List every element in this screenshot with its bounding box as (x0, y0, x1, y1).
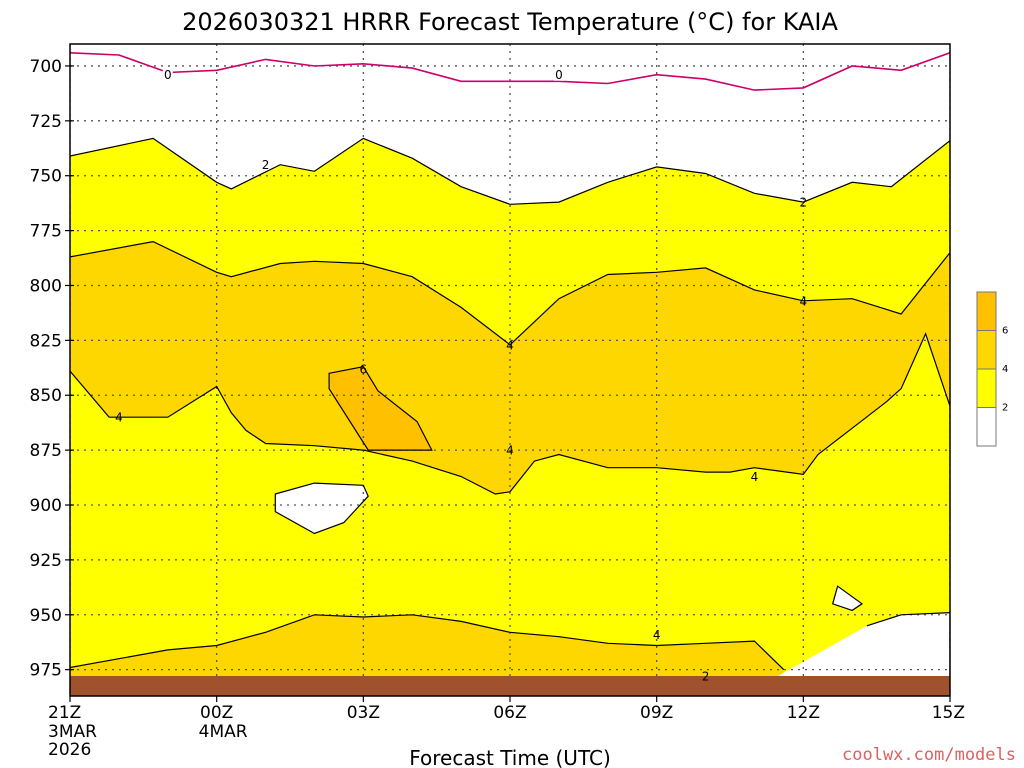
isotherm-white_hole_935 (831, 585, 864, 612)
isotherm-iso4_lower (70, 332, 950, 495)
legend-label: 6 (1002, 326, 1008, 337)
isotherm-iso2_lower_4band (70, 614, 785, 671)
x-tick-label: 06Z (493, 703, 526, 723)
contour-label: 4 (751, 470, 759, 484)
isotherm-iso6_closed (328, 366, 433, 451)
plot-area: 0 0 2 2 4 4 4 4 4 4 6 2 (70, 44, 950, 696)
x-axis-label: Forecast Time (UTC) (409, 746, 611, 768)
contour-label: 2 (702, 670, 710, 684)
x-tick-label: 03Z (347, 703, 380, 723)
contour-label: 6 (360, 362, 368, 376)
contour-label-bg (553, 67, 564, 81)
fill-6-8c-pocket (329, 366, 432, 451)
isotherm-white_hole_900 (274, 482, 369, 535)
contour-label: 4 (653, 628, 661, 642)
legend-swatch (976, 291, 997, 331)
y-tick-label: 850 (30, 386, 62, 406)
isotherm-iso4_upper (70, 240, 950, 346)
y-tick-label: 825 (30, 331, 62, 351)
x-tick-label: 00Z (200, 703, 233, 723)
contour-labels: 0 0 2 2 4 4 4 4 4 4 6 2 (115, 67, 808, 684)
contour-label: 4 (506, 338, 514, 352)
isotherm-0c (70, 52, 950, 91)
y-tick-label: 975 (30, 661, 62, 681)
contour-label: 0 (164, 68, 172, 82)
legend-swatch (976, 330, 997, 370)
contour-label-bg (162, 67, 173, 81)
legend-swatch (976, 368, 997, 408)
y-tick-label: 800 (30, 276, 62, 296)
x-tick-sublabel: 3MAR (48, 722, 97, 742)
ground-surface (70, 676, 950, 696)
fill-white-region-right (754, 612, 950, 692)
chart-title: 2026030321 HRRR Forecast Temperature (°C… (182, 8, 838, 36)
contour-label: 2 (800, 196, 808, 210)
isotherm-iso2_upper (70, 137, 950, 205)
contour-label: 4 (115, 411, 123, 425)
x-tick-sublabel: 4MAR (199, 722, 248, 742)
contour-lines (70, 52, 950, 693)
legend-label: 2 (1002, 403, 1008, 414)
contour-label: 2 (262, 158, 270, 172)
credit-text: coolwx.com/models (842, 745, 1016, 765)
x-tick-sublabel: 2026 (48, 740, 91, 760)
x-tick-label: 09Z (640, 703, 673, 723)
x-tick-label: 21Z (48, 703, 81, 723)
y-tick-label: 950 (30, 606, 62, 626)
contour-label: 0 (555, 68, 563, 82)
y-tick-label: 750 (30, 167, 62, 187)
y-tick-label: 875 (30, 441, 62, 461)
fill-white-hole-935 (832, 586, 862, 611)
y-tick-label: 725 (30, 112, 62, 132)
contour-label: 4 (800, 294, 808, 308)
fill-4-6c-surface (70, 614, 784, 696)
y-tick-label: 775 (30, 222, 62, 242)
legend-swatch (976, 407, 997, 447)
contour-label: 4 (506, 444, 514, 458)
color-legend: 6 4 2 (976, 291, 1008, 447)
y-axis: 700 725 750 775 800 825 850 875 900 925 950 975 (30, 57, 74, 681)
x-tick-label: 15Z (932, 703, 965, 723)
y-tick-label: 900 (30, 496, 62, 516)
legend-label: 4 (1002, 364, 1008, 375)
y-tick-label: 925 (30, 551, 62, 571)
x-tick-label: 12Z (787, 703, 820, 723)
y-tick-label: 700 (30, 57, 62, 77)
